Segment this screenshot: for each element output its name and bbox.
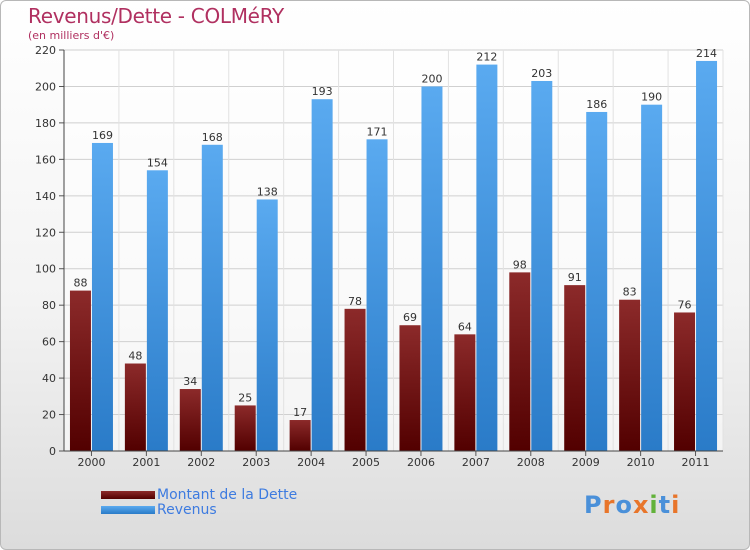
- bar-revenue: [256, 199, 278, 451]
- y-tick-label: 40: [42, 372, 56, 385]
- x-tick-label: 2011: [682, 456, 710, 469]
- bar-debt: [344, 308, 366, 451]
- x-tick-label: 2008: [517, 456, 545, 469]
- legend-swatch-revenue: [101, 505, 155, 514]
- bar-revenue: [586, 111, 608, 452]
- y-tick-label: 120: [35, 226, 56, 239]
- bar-debt: [399, 325, 421, 451]
- bar-layer: 88 169 48 154 34 168 25 138 17 193 78 171 69 200 64 212…: [69, 47, 718, 452]
- x-tick-label: 2005: [352, 456, 380, 469]
- data-label-revenue: 190: [641, 91, 662, 104]
- bar-revenue: [366, 139, 388, 451]
- data-label-debt: 88: [73, 277, 87, 290]
- bar-debt: [234, 405, 256, 451]
- data-label-revenue: 212: [476, 51, 497, 64]
- data-label-debt: 34: [183, 375, 197, 388]
- bar-revenue: [146, 170, 168, 452]
- x-tick-label: 2000: [77, 456, 105, 469]
- bar-debt: [674, 312, 696, 451]
- data-label-revenue: 168: [202, 131, 223, 144]
- legend-label-debt: Montant de la Dette: [157, 486, 298, 503]
- bar-debt: [564, 285, 586, 451]
- bar-debt: [179, 389, 201, 451]
- y-tick-label: 180: [35, 117, 56, 130]
- data-label-debt: 64: [458, 320, 472, 333]
- bar-debt: [509, 272, 531, 451]
- data-label-revenue: 186: [586, 98, 607, 111]
- y-tick-label: 80: [42, 299, 56, 312]
- legend-label-revenue: Revenus: [157, 501, 217, 518]
- data-label-revenue: 169: [92, 129, 113, 142]
- logo-letter: x: [632, 491, 650, 519]
- legend-item-debt: Montant de la Dette: [101, 486, 298, 503]
- y-tick-label: 160: [35, 153, 56, 166]
- bar-revenue: [476, 64, 498, 451]
- data-label-revenue: 154: [147, 156, 168, 169]
- chart-subtitle: (en milliers d'€): [28, 29, 115, 42]
- bar-debt: [69, 290, 91, 451]
- x-tick-label: 2010: [627, 456, 655, 469]
- legend: Montant de la Dette Revenus: [101, 486, 298, 518]
- bar-revenue: [201, 144, 223, 452]
- y-tick-label: 200: [35, 80, 56, 93]
- bar-debt: [619, 299, 641, 451]
- y-tick-label: 60: [42, 336, 56, 349]
- y-tick-label: 0: [49, 445, 56, 458]
- data-label-debt: 91: [568, 271, 582, 284]
- data-label-revenue: 200: [421, 72, 442, 85]
- logo-letter: i: [671, 491, 681, 519]
- axis-layer: 0 20 40 60 80 100 120 140 160 180 200 220 2000 2001 20…: [35, 44, 723, 469]
- x-tick-label: 2001: [132, 456, 160, 469]
- data-label-debt: 78: [348, 295, 362, 308]
- grid-layer: [63, 49, 724, 452]
- data-label-revenue: 138: [257, 185, 278, 198]
- data-label-debt: 48: [128, 350, 142, 363]
- bar-revenue: [531, 80, 553, 452]
- data-label-debt: 17: [293, 406, 307, 419]
- logo-letter: o: [615, 491, 633, 519]
- bar-debt: [289, 420, 311, 451]
- data-label-debt: 76: [678, 298, 692, 311]
- bar-revenue: [696, 60, 718, 451]
- bar-revenue: [421, 86, 443, 452]
- x-tick-label: 2007: [462, 456, 490, 469]
- bar-debt: [454, 334, 476, 451]
- legend-item-revenue: Revenus: [101, 501, 297, 518]
- data-label-revenue: 171: [367, 125, 388, 138]
- data-label-revenue: 203: [531, 67, 552, 80]
- data-label-debt: 98: [513, 258, 527, 271]
- bar-debt: [124, 363, 146, 451]
- proxiti-logo: Proxiti: [584, 491, 680, 519]
- data-label-revenue: 214: [696, 47, 717, 60]
- logo-letter: P: [584, 491, 603, 519]
- logo-letter: i: [649, 491, 659, 519]
- y-tick-label: 100: [35, 263, 56, 276]
- data-label-debt: 69: [403, 311, 417, 324]
- x-tick-label: 2002: [187, 456, 215, 469]
- data-label-debt: 83: [623, 286, 637, 299]
- x-tick-label: 2004: [297, 456, 325, 469]
- bar-revenue: [311, 99, 333, 452]
- y-tick-label: 140: [35, 190, 56, 203]
- y-tick-label: 220: [35, 44, 56, 57]
- y-tick-label: 20: [42, 409, 56, 422]
- x-tick-label: 2006: [407, 456, 435, 469]
- data-label-debt: 25: [238, 391, 252, 404]
- bar-revenue: [641, 104, 663, 451]
- logo-letter: r: [602, 491, 616, 519]
- logo-letter: t: [658, 491, 672, 519]
- x-tick-label: 2009: [572, 456, 600, 469]
- bar-revenue: [91, 142, 113, 451]
- data-label-revenue: 193: [312, 85, 333, 98]
- legend-swatch-debt: [101, 490, 155, 499]
- chart-title: Revenus/Dette - COLMéRY: [28, 4, 284, 28]
- x-tick-label: 2003: [242, 456, 270, 469]
